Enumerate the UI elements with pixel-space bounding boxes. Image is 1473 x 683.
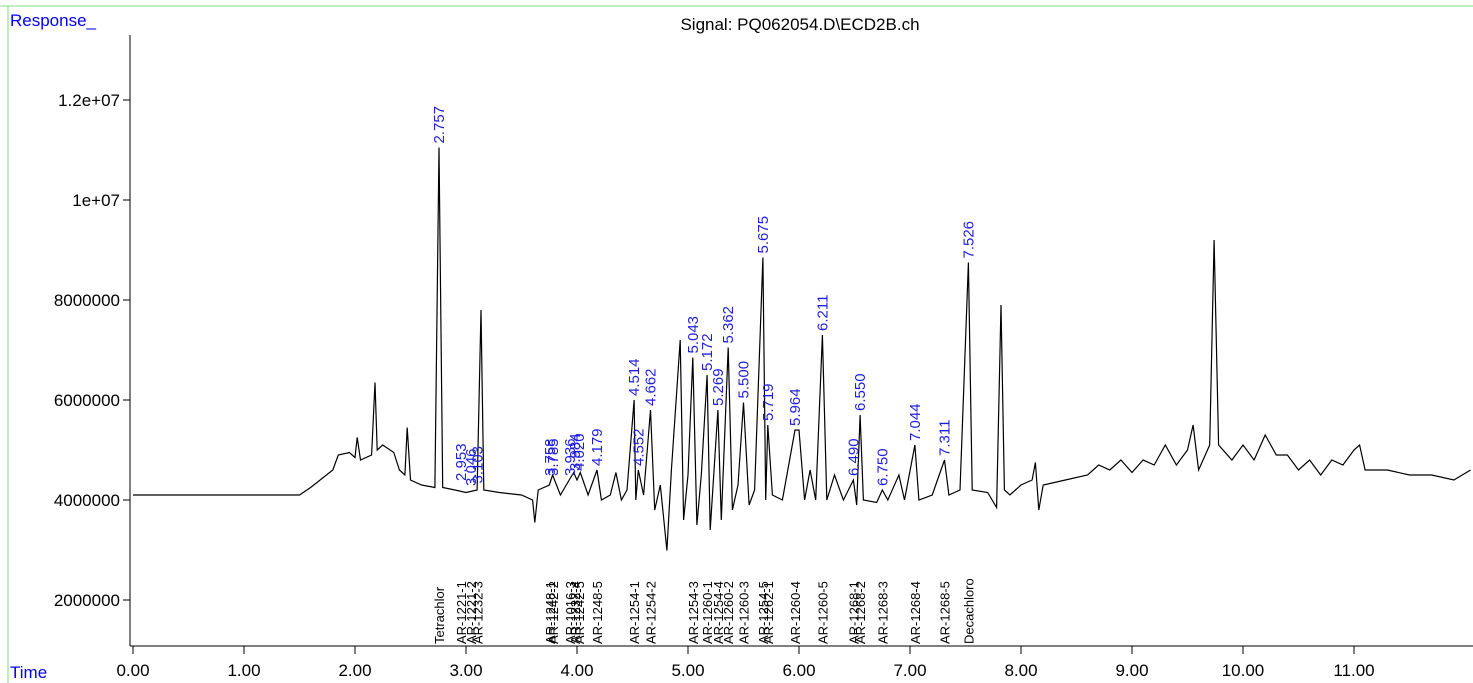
compound-label: AR-1260-1 (700, 581, 715, 644)
peak-label: 5.362 (720, 306, 737, 344)
compound-label: AR-1254-5 (756, 581, 771, 644)
y-tick-label: 8000000 (54, 291, 120, 310)
compound-label: AR-1268-1 (846, 581, 861, 644)
y-tick-label: 6000000 (54, 391, 120, 410)
peak-label: 5.172 (699, 333, 716, 371)
compound-label: AR-1268-5 (938, 581, 953, 644)
compound-label: AR-1232-3 (470, 581, 485, 644)
peak-label: 5.269 (710, 368, 727, 406)
peak-label: 3.936 (562, 438, 579, 476)
compound-label: AR-1268-2 (853, 581, 868, 644)
compound-label: AR-1242-2 (546, 581, 561, 644)
compound-label: Decachloro (961, 578, 976, 644)
peak-label: 2.953 (453, 443, 470, 481)
x-tick-label: 0.00 (116, 661, 149, 680)
compound-label: AR-1248-5 (590, 581, 605, 644)
compound-label: Tetrachlor (432, 586, 447, 644)
chart-title: Signal: PQ062054.D\ECD2B.ch (680, 15, 919, 34)
compound-label: AR-1268-4 (908, 581, 923, 644)
signal-trace (133, 147, 1471, 551)
y-axis-label: Response_ (10, 11, 97, 30)
peak-label: 4.552 (630, 428, 647, 466)
compound-label: AR-1242-5 (572, 581, 587, 644)
x-tick-label: 8.00 (1004, 661, 1037, 680)
peak-label: 7.044 (907, 403, 924, 441)
peak-label: 6.550 (852, 373, 869, 411)
peak-label: 6.750 (874, 448, 891, 486)
compound-label: AR-1254-1 (627, 581, 642, 644)
peak-label: 4.662 (642, 368, 659, 406)
compound-label: AR-1221-2 (464, 581, 479, 644)
compound-label: AR-1260-2 (721, 581, 736, 644)
x-tick-label: 6.00 (782, 661, 815, 680)
peak-label: 7.526 (960, 221, 977, 259)
peak-label: 6.490 (845, 438, 862, 476)
x-tick-label: 7.00 (893, 661, 926, 680)
y-tick-label: 4000000 (54, 491, 120, 510)
peak-label: 4.020 (571, 433, 588, 471)
compound-label: AR-1254-2 (643, 581, 658, 644)
peak-label: 5.719 (760, 383, 777, 421)
peak-label: 5.964 (787, 388, 804, 426)
peak-label: 3.046 (463, 448, 480, 486)
x-tick-label: 3.00 (449, 661, 482, 680)
compound-label: AR-1260-3 (737, 581, 752, 644)
y-tick-label: 1.2e+07 (58, 91, 120, 110)
compound-label: AR-1248-1 (543, 581, 558, 644)
peak-label: 3.984 (567, 433, 584, 471)
y-tick-label: 1e+07 (72, 191, 120, 210)
peak-label: 5.500 (736, 361, 753, 399)
compound-label: AR-1232-4 (568, 581, 583, 644)
x-tick-label: 10.00 (1222, 661, 1265, 680)
peak-label: 3.758 (542, 438, 559, 476)
compound-label: AR-1260-5 (815, 581, 830, 644)
compound-label: AR-1262-1 (761, 581, 776, 644)
peak-label: 7.311 (937, 420, 954, 456)
y-tick-label: 2000000 (54, 591, 120, 610)
compound-label: AR-1221-1 (454, 581, 469, 644)
x-tick-label: 9.00 (1115, 661, 1148, 680)
x-tick-label: 2.00 (338, 661, 371, 680)
compound-label: AR-1254-3 (686, 581, 701, 644)
x-tick-label: 5.00 (671, 661, 704, 680)
peak-label: 5.675 (755, 216, 772, 254)
peak-label: 3.103 (469, 446, 486, 484)
compound-label: AR-1260-4 (788, 581, 803, 644)
x-axis-label: Time (10, 663, 47, 682)
peak-label: 5.043 (685, 316, 702, 354)
x-tick-label: 4.00 (560, 661, 593, 680)
compound-label: AR-1254-4 (711, 581, 726, 644)
peak-label: 2.757 (431, 106, 448, 144)
peak-label: 6.211 (814, 295, 831, 331)
x-tick-label: 11.00 (1333, 661, 1374, 680)
compound-label: AR-1268-3 (875, 581, 890, 644)
x-tick-label: 1.00 (227, 661, 260, 680)
peak-label: 4.179 (589, 428, 606, 466)
peak-label: 3.785 (545, 438, 562, 476)
compound-label: AR-1016-3 (563, 581, 578, 644)
peak-label: 4.514 (626, 358, 643, 396)
